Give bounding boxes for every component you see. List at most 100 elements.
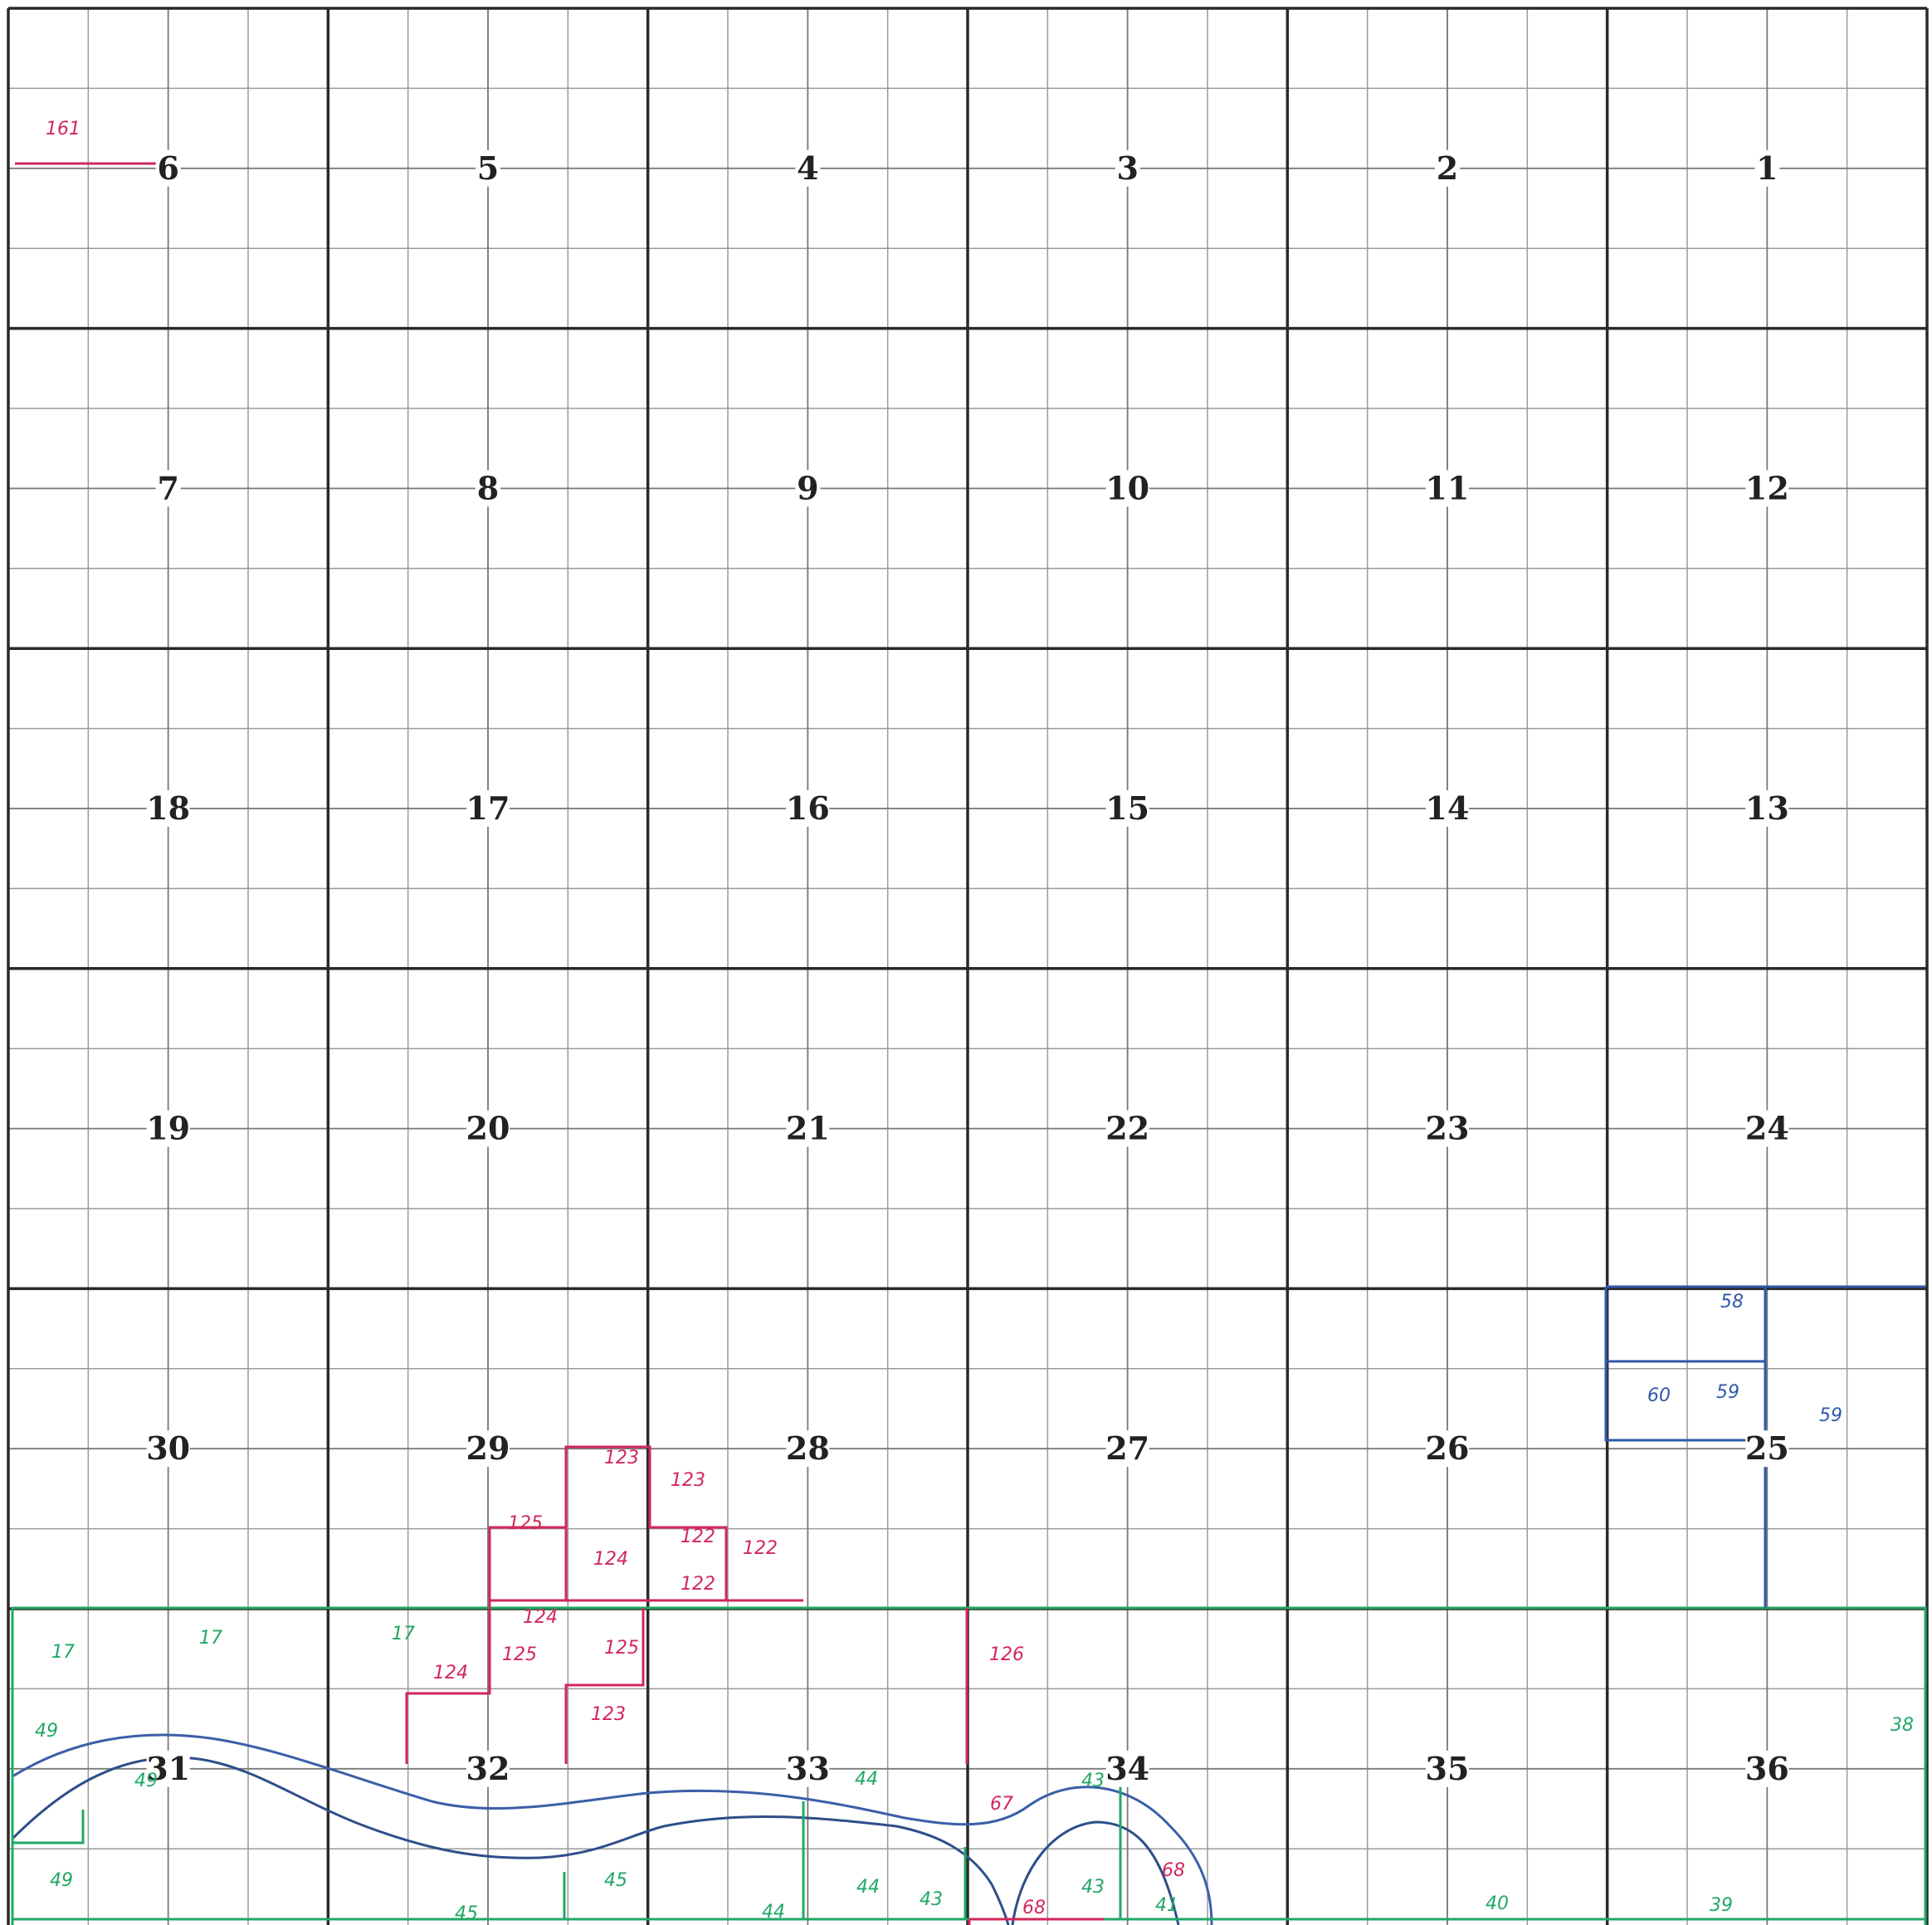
red-annotation-124: 124: [593, 1549, 628, 1570]
section-label-bg: [466, 790, 510, 827]
section-label-bg: [1426, 1430, 1469, 1468]
red-annotation-123: 123: [671, 1470, 705, 1491]
section-label-bg: [786, 1110, 830, 1147]
section-label-bg: [1105, 1110, 1149, 1147]
section-label-bg: [1745, 790, 1789, 827]
red-annotation-126: 126: [989, 1644, 1024, 1665]
section-label-bg: [1426, 1750, 1469, 1787]
section-number-17: 17: [466, 789, 510, 827]
section-label-bg: [1426, 790, 1469, 827]
section-number-8: 8: [477, 469, 499, 506]
section-number-29: 29: [466, 1429, 510, 1467]
section-number-6: 6: [157, 149, 178, 187]
green-annotation-17: 17: [199, 1628, 222, 1649]
section-label-bg: [1105, 1750, 1149, 1787]
section-number-1: 1: [1756, 149, 1778, 187]
section-number-23: 23: [1426, 1110, 1470, 1147]
section-label-bg: [1754, 149, 1780, 187]
red-annotation-125: 125: [508, 1513, 543, 1534]
section-label-bg: [795, 470, 821, 507]
section-label-bg: [786, 1750, 830, 1787]
section-number-3: 3: [1116, 149, 1138, 187]
green-annotation-49: 49: [35, 1721, 58, 1742]
section-label-bg: [1745, 1110, 1789, 1147]
green-annotation-17: 17: [392, 1624, 415, 1644]
green-annotation-44: 44: [856, 1877, 880, 1898]
green-annotation-38: 38: [1891, 1715, 1914, 1736]
section-number-33: 33: [786, 1750, 830, 1787]
red-annotation-125: 125: [604, 1638, 639, 1659]
red-annotation-123: 123: [591, 1704, 626, 1725]
red-annotation-122: 122: [743, 1538, 778, 1559]
section-label-bg: [1105, 1430, 1149, 1468]
green-annotation-41: 41: [1155, 1895, 1178, 1916]
section-label-bg: [466, 1430, 510, 1468]
section-number-26: 26: [1426, 1429, 1470, 1467]
section-number-16: 16: [786, 789, 830, 827]
section-number-31: 31: [146, 1750, 190, 1787]
red-annotation-161: 161: [46, 119, 80, 139]
green-annotation-43: 43: [1081, 1877, 1105, 1898]
green-annotation-17: 17: [51, 1642, 75, 1663]
section-label-bg: [155, 149, 181, 187]
section-number-28: 28: [786, 1429, 830, 1467]
section-number-30: 30: [146, 1429, 190, 1467]
section-number-2: 2: [1437, 149, 1458, 187]
blue-tract-58-59-60: [1604, 1285, 1925, 1608]
red-annotation-122: 122: [681, 1574, 715, 1595]
section-number-25: 25: [1745, 1429, 1789, 1467]
red-tract-sec29: [488, 1445, 803, 1608]
section-number-18: 18: [146, 789, 190, 827]
green-tract-43: [964, 1768, 1122, 1919]
section-label-bg: [476, 149, 500, 187]
red-annotation-122: 122: [681, 1527, 715, 1547]
green-tract-outline: [12, 1606, 1927, 1925]
green-annotation-43: 43: [920, 1889, 943, 1910]
section-label-bg: [786, 790, 830, 827]
blue-annotation-58: 58: [1720, 1292, 1744, 1312]
section-label-bg: [146, 1750, 190, 1787]
section-label-bg: [146, 1430, 190, 1468]
red-annotation-124: 124: [523, 1607, 558, 1628]
red-tract-68: [968, 1918, 1104, 1925]
green-annotation-44: 44: [762, 1902, 785, 1923]
section-label-bg: [476, 470, 500, 507]
section-label-bg: [1426, 470, 1469, 507]
section-number-32: 32: [466, 1750, 510, 1787]
red-annotation-123: 123: [604, 1448, 639, 1468]
green-annotation-45: 45: [604, 1870, 627, 1891]
section-label-bg: [466, 1110, 510, 1147]
red-annotation-68: 68: [1162, 1860, 1185, 1881]
section-label-bg: [146, 1110, 190, 1147]
section-number-34: 34: [1105, 1750, 1149, 1787]
plat-overlays: [11, 162, 1927, 1925]
section-number-27: 27: [1105, 1429, 1149, 1467]
section-label-bg: [1745, 470, 1789, 507]
section-label-bg: [786, 1430, 830, 1468]
section-label-bg: [146, 790, 190, 827]
blue-annotation-60: 60: [1647, 1385, 1671, 1406]
section-number-15: 15: [1105, 789, 1149, 827]
red-annotation-68: 68: [1022, 1898, 1046, 1918]
red-annotation-125: 125: [502, 1644, 537, 1665]
section-number-24: 24: [1745, 1110, 1789, 1147]
green-annotation-40: 40: [1486, 1893, 1509, 1914]
section-label-bg: [1745, 1430, 1789, 1468]
section-number-36: 36: [1745, 1750, 1789, 1787]
section-number-19: 19: [146, 1110, 190, 1147]
green-annotation-49: 49: [50, 1870, 73, 1891]
section-number-10: 10: [1105, 469, 1149, 506]
section-label-bg: [155, 470, 181, 507]
green-annotation-44: 44: [855, 1769, 878, 1790]
section-number-11: 11: [1426, 469, 1470, 506]
section-label-bg: [1745, 1750, 1789, 1787]
section-number-9: 9: [797, 469, 818, 506]
section-label-bg: [795, 149, 821, 187]
blue-annotation-59: 59: [1716, 1382, 1739, 1403]
section-label-bg: [1426, 1110, 1469, 1147]
section-number-13: 13: [1745, 789, 1789, 827]
green-annotation-43: 43: [1081, 1771, 1105, 1791]
section-label-bg: [1105, 790, 1149, 827]
